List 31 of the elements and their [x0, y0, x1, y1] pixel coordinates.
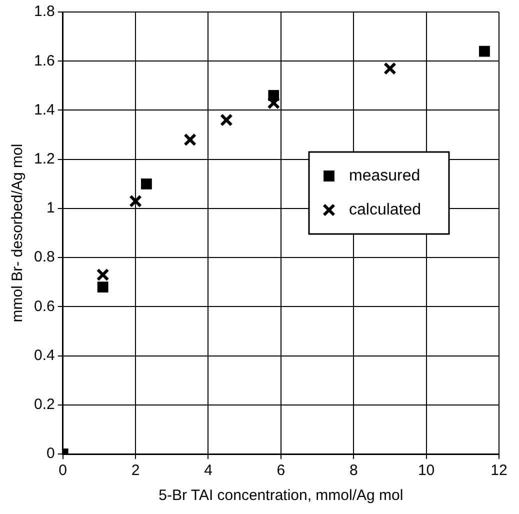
- point: [129, 194, 142, 208]
- y-axis-title: mmol Br- desorbed/Ag mol: [9, 144, 26, 322]
- x-tick-label: 2: [131, 462, 140, 480]
- y-tick-label: 1: [46, 200, 55, 217]
- point: [184, 133, 197, 146]
- y-tick-label: 1.4: [34, 101, 55, 118]
- point: [97, 282, 108, 292]
- point: [267, 96, 280, 110]
- y-tick-label: 0.2: [34, 396, 55, 414]
- y-tick-label: 0.8: [34, 248, 55, 266]
- point: [384, 62, 396, 75]
- point: [220, 114, 233, 126]
- x-tick-label: 6: [276, 462, 286, 480]
- y-tick-label: 0.6: [34, 298, 55, 315]
- y-tick-label: 1.8: [34, 3, 55, 20]
- point: [268, 90, 280, 101]
- x-tick-label: 0: [58, 462, 68, 480]
- point: [479, 46, 490, 57]
- x-tick-label: 4: [204, 462, 212, 480]
- y-tick-label: 1.2: [34, 150, 55, 168]
- x-tick-label: 10: [418, 462, 435, 480]
- x-tick-label: 8: [349, 462, 358, 480]
- point: [96, 268, 110, 282]
- y-tick-label: 0: [46, 445, 55, 462]
- legend-label: calculated: [349, 201, 422, 218]
- point: [141, 178, 152, 190]
- legend-label: measured: [349, 167, 420, 184]
- y-tick-label: 1.6: [34, 52, 55, 70]
- y-tick-label: 0.4: [34, 346, 55, 364]
- x-tick-label: 12: [490, 462, 508, 480]
- x-axis-title: 5-Br TAI concentration, mmol/Ag mol: [158, 487, 404, 504]
